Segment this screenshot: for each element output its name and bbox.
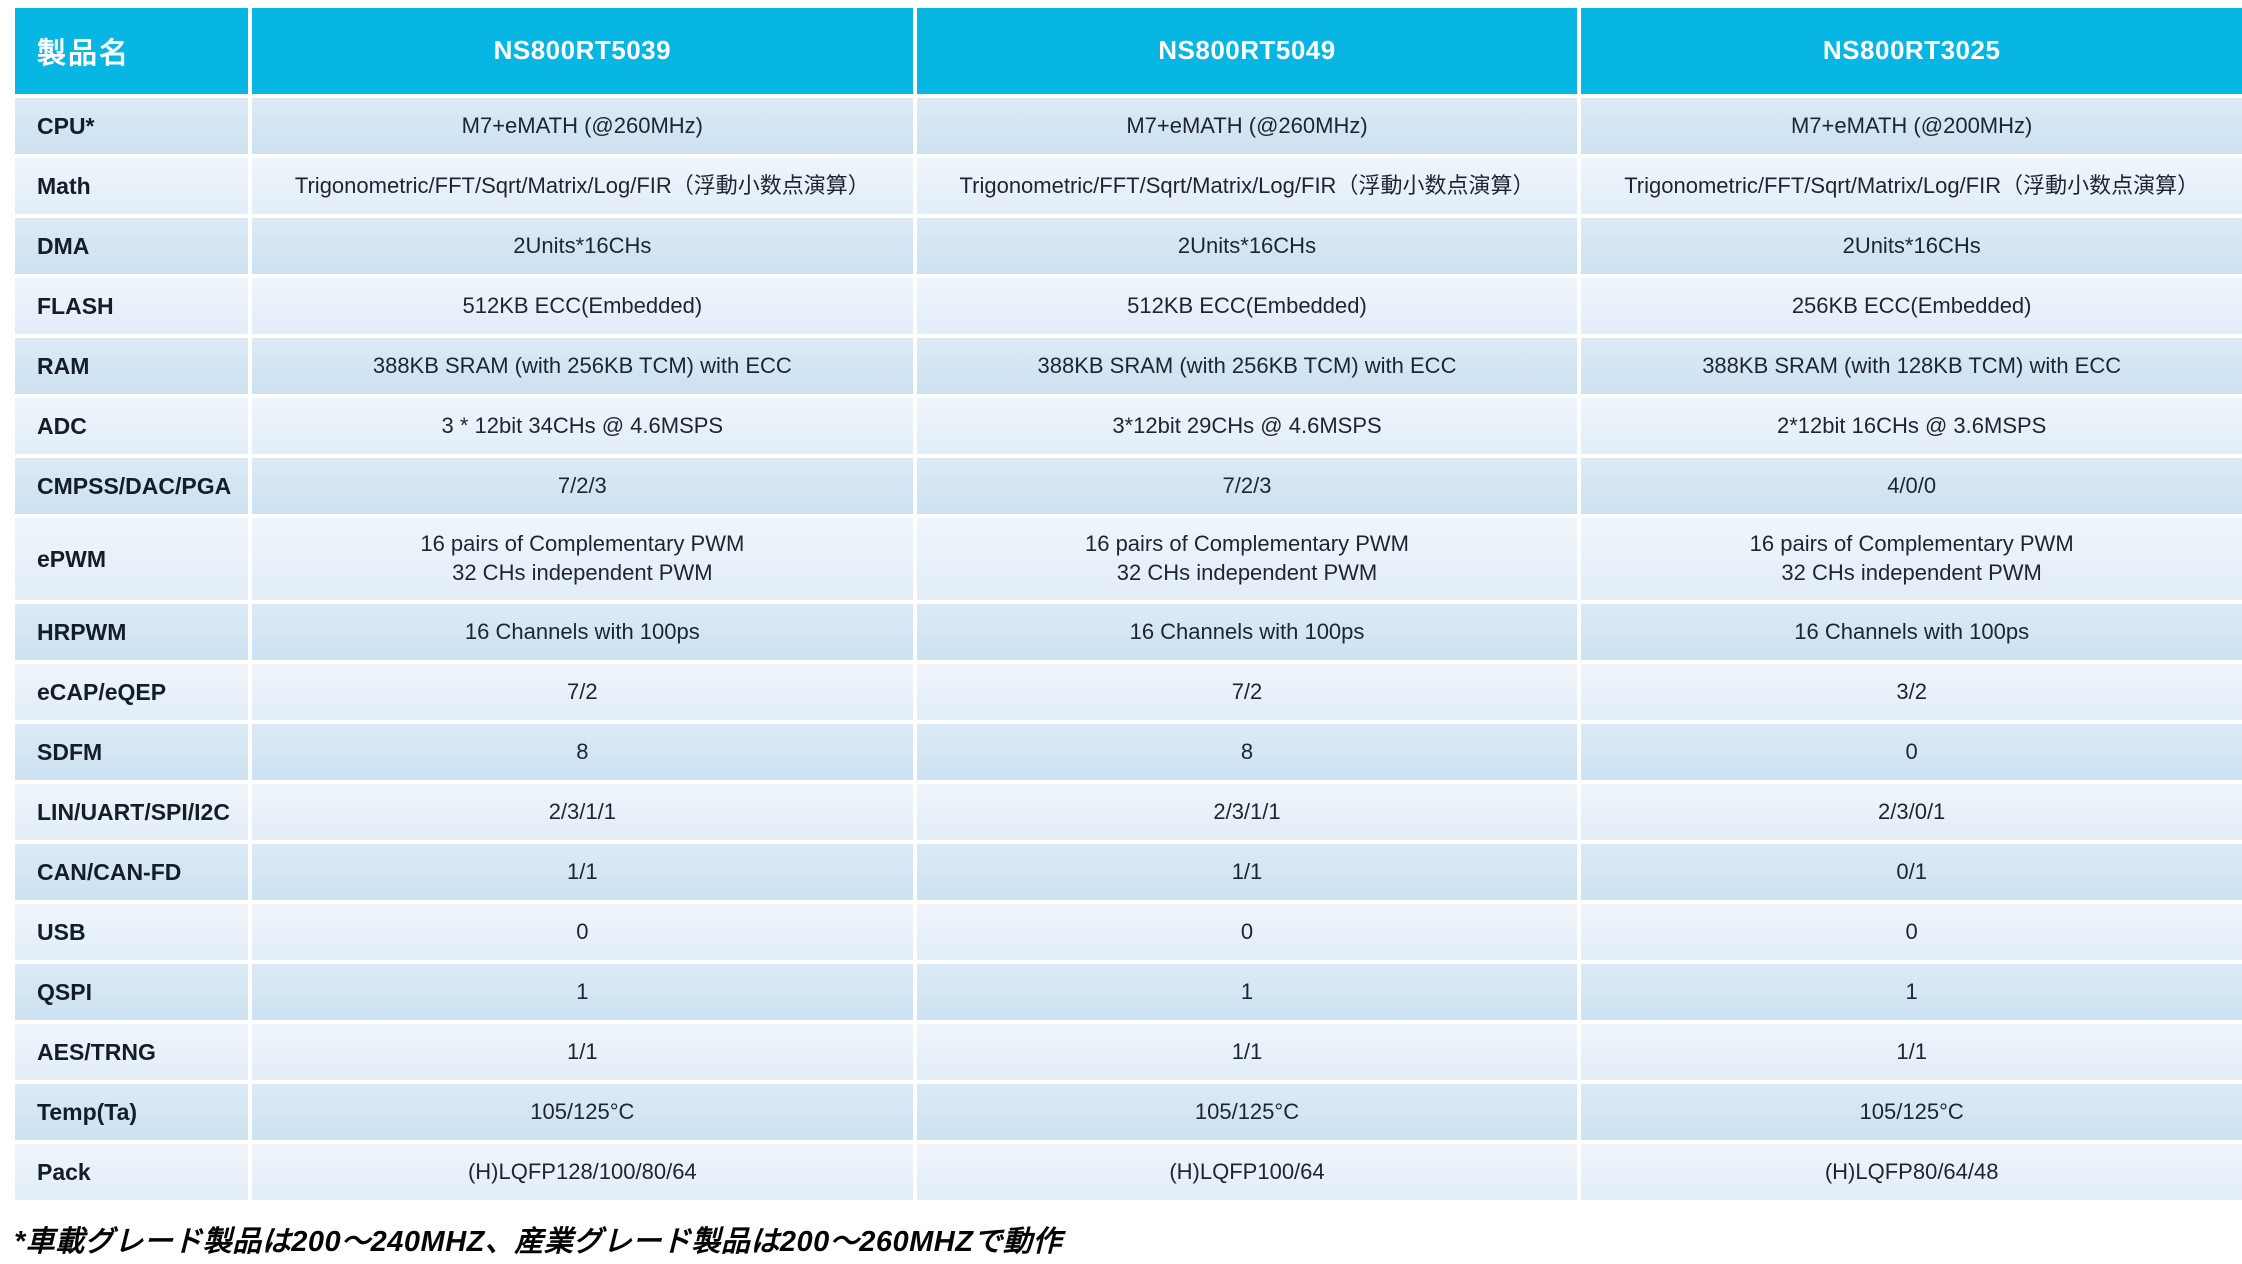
cell-value: Trigonometric/FFT/Sqrt/Matrix/Log/FIR（浮動… <box>252 158 913 214</box>
cell-value: 16 Channels with 100ps <box>252 604 913 660</box>
cell-value: 0 <box>1581 724 2242 780</box>
row-label: USB <box>15 904 248 960</box>
table-row: FLASH 512KB ECC(Embedded) 512KB ECC(Embe… <box>15 278 2242 334</box>
cell-value: 16 pairs of Complementary PWM 32 CHs ind… <box>252 518 913 600</box>
cell-value: 8 <box>916 724 1578 780</box>
cell-value: 388KB SRAM (with 128KB TCM) with ECC <box>1581 338 2242 394</box>
row-label: ADC <box>15 398 248 454</box>
cell-value: 3 * 12bit 34CHs @ 4.6MSPS <box>252 398 913 454</box>
cell-value: 105/125°C <box>252 1084 913 1140</box>
cell-value: 388KB SRAM (with 256KB TCM) with ECC <box>916 338 1578 394</box>
table-row: ePWM 16 pairs of Complementary PWM 32 CH… <box>15 518 2242 600</box>
table-row: Temp(Ta) 105/125°C 105/125°C 105/125°C <box>15 1084 2242 1140</box>
row-label: DMA <box>15 218 248 274</box>
row-label: Pack <box>15 1144 248 1200</box>
table-row: CMPSS/DAC/PGA 7/2/3 7/2/3 4/0/0 <box>15 458 2242 514</box>
cell-value: 0 <box>916 904 1578 960</box>
cell-value: 16 pairs of Complementary PWM 32 CHs ind… <box>1581 518 2242 600</box>
row-label: ePWM <box>15 518 248 600</box>
row-label: Temp(Ta) <box>15 1084 248 1140</box>
cell-value: 512KB ECC(Embedded) <box>252 278 913 334</box>
cell-value: 8 <box>252 724 913 780</box>
row-label: SDFM <box>15 724 248 780</box>
cell-value: 1/1 <box>252 844 913 900</box>
cell-value: (H)LQFP80/64/48 <box>1581 1144 2242 1200</box>
cell-value: 1 <box>1581 964 2242 1020</box>
cell-value: 7/2/3 <box>252 458 913 514</box>
row-label: AES/TRNG <box>15 1024 248 1080</box>
row-label: CPU* <box>15 98 248 154</box>
product-spec-table: 製品名 NS800RT5039 NS800RT5049 NS800RT3025 … <box>15 8 2242 1200</box>
footnote: *車載グレード製品は200〜240MHZ、産業グレード製品は200〜260MHZ… <box>14 1226 1062 1258</box>
table-row: Math Trigonometric/FFT/Sqrt/Matrix/Log/F… <box>15 158 2242 214</box>
row-label: RAM <box>15 338 248 394</box>
row-label: LIN/UART/SPI/I2C <box>15 784 248 840</box>
cell-value: 0 <box>252 904 913 960</box>
table-row: LIN/UART/SPI/I2C 2/3/1/1 2/3/1/1 2/3/0/1 <box>15 784 2242 840</box>
cell-value: M7+eMATH (@260MHz) <box>916 98 1578 154</box>
table-row: SDFM 8 8 0 <box>15 724 2242 780</box>
table-row: HRPWM 16 Channels with 100ps 16 Channels… <box>15 604 2242 660</box>
cell-value: 16 Channels with 100ps <box>916 604 1578 660</box>
cell-value: 16 Channels with 100ps <box>1581 604 2242 660</box>
cell-value: 3*12bit 29CHs @ 4.6MSPS <box>916 398 1578 454</box>
table-row: CAN/CAN-FD 1/1 1/1 0/1 <box>15 844 2242 900</box>
table-row: RAM 388KB SRAM (with 256KB TCM) with ECC… <box>15 338 2242 394</box>
cell-value: Trigonometric/FFT/Sqrt/Matrix/Log/FIR（浮動… <box>916 158 1578 214</box>
cell-value: 1/1 <box>916 844 1578 900</box>
table-row: Pack (H)LQFP128/100/80/64 (H)LQFP100/64 … <box>15 1144 2242 1200</box>
cell-value: 2Units*16CHs <box>252 218 913 274</box>
cell-value: 2Units*16CHs <box>916 218 1578 274</box>
cell-value: 1/1 <box>252 1024 913 1080</box>
cell-value: 2/3/1/1 <box>916 784 1578 840</box>
header-cell-model-3: NS800RT3025 <box>1581 8 2242 94</box>
cell-value: 1 <box>916 964 1578 1020</box>
cell-value: 0/1 <box>1581 844 2242 900</box>
table-header-row: 製品名 NS800RT5039 NS800RT5049 NS800RT3025 <box>15 8 2242 94</box>
cell-value: 2/3/0/1 <box>1581 784 2242 840</box>
table-row: AES/TRNG 1/1 1/1 1/1 <box>15 1024 2242 1080</box>
cell-value: 0 <box>1581 904 2242 960</box>
row-label: FLASH <box>15 278 248 334</box>
row-label: eCAP/eQEP <box>15 664 248 720</box>
table-row: QSPI 1 1 1 <box>15 964 2242 1020</box>
table-row: DMA 2Units*16CHs 2Units*16CHs 2Units*16C… <box>15 218 2242 274</box>
cell-value: M7+eMATH (@260MHz) <box>252 98 913 154</box>
cell-value: 1/1 <box>916 1024 1578 1080</box>
cell-value: 1 <box>252 964 913 1020</box>
cell-value: (H)LQFP128/100/80/64 <box>252 1144 913 1200</box>
cell-value: 105/125°C <box>916 1084 1578 1140</box>
table-row: eCAP/eQEP 7/2 7/2 3/2 <box>15 664 2242 720</box>
row-label: QSPI <box>15 964 248 1020</box>
row-label: Math <box>15 158 248 214</box>
cell-value: 2/3/1/1 <box>252 784 913 840</box>
cell-value: 388KB SRAM (with 256KB TCM) with ECC <box>252 338 913 394</box>
cell-value: 256KB ECC(Embedded) <box>1581 278 2242 334</box>
cell-value: 7/2 <box>916 664 1578 720</box>
cell-value: M7+eMATH (@200MHz) <box>1581 98 2242 154</box>
cell-value: 7/2/3 <box>916 458 1578 514</box>
cell-value: 3/2 <box>1581 664 2242 720</box>
row-label: CMPSS/DAC/PGA <box>15 458 248 514</box>
cell-value: 4/0/0 <box>1581 458 2242 514</box>
table-row: ADC 3 * 12bit 34CHs @ 4.6MSPS 3*12bit 29… <box>15 398 2242 454</box>
cell-value: 512KB ECC(Embedded) <box>916 278 1578 334</box>
cell-value: 1/1 <box>1581 1024 2242 1080</box>
cell-value: (H)LQFP100/64 <box>916 1144 1578 1200</box>
cell-value: 105/125°C <box>1581 1084 2242 1140</box>
cell-value: 7/2 <box>252 664 913 720</box>
cell-value: 2*12bit 16CHs @ 3.6MSPS <box>1581 398 2242 454</box>
table-row: USB 0 0 0 <box>15 904 2242 960</box>
header-cell-model-1: NS800RT5039 <box>252 8 913 94</box>
header-cell-model-2: NS800RT5049 <box>916 8 1578 94</box>
cell-value: Trigonometric/FFT/Sqrt/Matrix/Log/FIR（浮動… <box>1581 158 2242 214</box>
table-row: CPU* M7+eMATH (@260MHz) M7+eMATH (@260MH… <box>15 98 2242 154</box>
row-label: CAN/CAN-FD <box>15 844 248 900</box>
row-label: HRPWM <box>15 604 248 660</box>
header-cell-product-name: 製品名 <box>15 8 248 94</box>
cell-value: 16 pairs of Complementary PWM 32 CHs ind… <box>916 518 1578 600</box>
cell-value: 2Units*16CHs <box>1581 218 2242 274</box>
